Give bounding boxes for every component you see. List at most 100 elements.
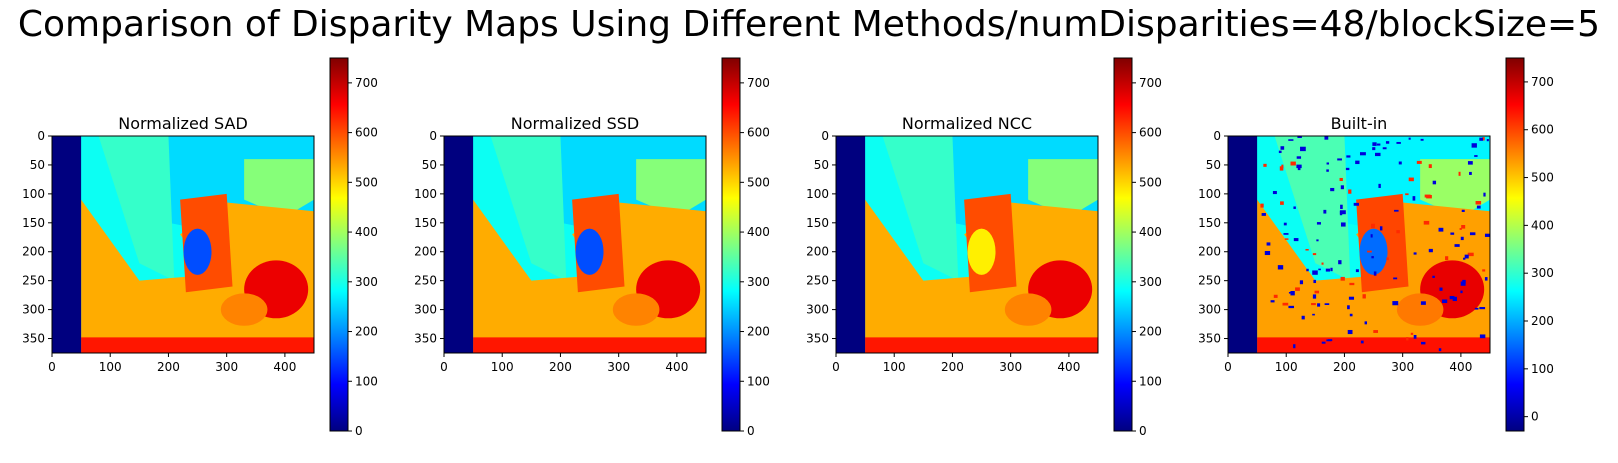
- y-tick-label: 350: [22, 332, 45, 346]
- y-tick-label: 250: [414, 274, 437, 288]
- colorbar-tick-label: 500: [355, 175, 378, 189]
- axes-frame: [1227, 135, 1491, 354]
- y-tick-label: 150: [22, 216, 45, 230]
- x-tick-label: 400: [665, 360, 688, 374]
- x-tick-label: 400: [1449, 360, 1472, 374]
- y-tick-label: 0: [1213, 129, 1221, 143]
- y-tick-label: 200: [22, 245, 45, 259]
- colorbar-tick-label: 200: [1531, 314, 1554, 328]
- colorbar-tick-label: 300: [1139, 275, 1162, 289]
- subplot-3: Normalized NCC 0 100 200 300 400 0 50 100 150 200 2…: [806, 57, 1162, 438]
- colorbar-tick-label: 600: [355, 126, 378, 140]
- colorbar-tick-label: 600: [747, 126, 770, 140]
- colorbar-tick-label: 100: [747, 374, 770, 388]
- figure-title: Comparison of Disparity Maps Using Diffe…: [17, 4, 1601, 45]
- y-tick-label: 0: [821, 129, 829, 143]
- axes-frame: [443, 135, 707, 354]
- y-tick-label: 350: [806, 332, 829, 346]
- x-tick-label: 300: [999, 360, 1022, 374]
- colorbar-tick-label: 200: [1139, 325, 1162, 339]
- x-tick-label: 100: [883, 360, 906, 374]
- y-tick-label: 200: [806, 245, 829, 259]
- colorbar-tick-label: 700: [355, 76, 378, 90]
- disparity-map-image: [444, 136, 706, 353]
- subplot-title: Normalized SAD: [118, 114, 248, 133]
- colorbar-tick-label: 500: [1139, 175, 1162, 189]
- x-tick-label: 400: [1057, 360, 1080, 374]
- colorbar-tick-label: 700: [1531, 75, 1554, 89]
- x-tick-label: 0: [440, 360, 448, 374]
- colorbar-tick-label: 100: [355, 374, 378, 388]
- colorbar-tick-label: 200: [747, 325, 770, 339]
- y-tick-label: 100: [414, 187, 437, 201]
- colorbar-tick-label: 300: [1531, 266, 1554, 280]
- colorbar-tick-label: 0: [355, 424, 363, 438]
- y-tick-label: 50: [1206, 158, 1221, 172]
- y-tick-label: 50: [814, 158, 829, 172]
- disparity-map-image: [836, 136, 1098, 353]
- x-tick-label: 300: [607, 360, 630, 374]
- y-tick-label: 250: [1198, 274, 1221, 288]
- colorbar-tick-label: 700: [1139, 76, 1162, 90]
- x-tick-label: 200: [549, 360, 572, 374]
- colorbar-tick-label: 0: [747, 424, 755, 438]
- y-tick-label: 150: [1198, 216, 1221, 230]
- x-tick-label: 0: [832, 360, 840, 374]
- x-tick-label: 0: [1224, 360, 1232, 374]
- colorbar: [1113, 57, 1133, 432]
- x-tick-label: 200: [941, 360, 964, 374]
- colorbar-tick-label: 400: [747, 225, 770, 239]
- colorbar-tick-label: 0: [1139, 424, 1147, 438]
- y-tick-label: 150: [414, 216, 437, 230]
- y-tick-label: 300: [806, 303, 829, 317]
- colorbar-tick-label: 200: [355, 325, 378, 339]
- colorbar-tick-label: 700: [747, 76, 770, 90]
- x-tick-label: 300: [1391, 360, 1414, 374]
- colorbar-tick-label: 100: [1531, 362, 1554, 376]
- y-tick-label: 50: [30, 158, 45, 172]
- y-tick-label: 250: [806, 274, 829, 288]
- colorbar: [1505, 57, 1525, 432]
- x-tick-label: 200: [1333, 360, 1356, 374]
- colorbar-tick-label: 400: [355, 225, 378, 239]
- x-tick-label: 400: [273, 360, 296, 374]
- y-tick-label: 200: [414, 245, 437, 259]
- axes-frame: [835, 135, 1099, 354]
- x-tick-label: 100: [99, 360, 122, 374]
- y-tick-label: 200: [1198, 245, 1221, 259]
- x-tick-label: 0: [48, 360, 56, 374]
- subplot-4: Built-in 0 100 200 300 400 0 50 100 150 200 250 300 3…: [1198, 57, 1554, 432]
- subplot-1: Normalized SAD 0 100 200 300 400 0 50 100 150 200 2…: [22, 57, 378, 438]
- colorbar-tick-label: 500: [747, 175, 770, 189]
- y-tick-label: 100: [806, 187, 829, 201]
- x-tick-label: 100: [1275, 360, 1298, 374]
- x-tick-label: 100: [491, 360, 514, 374]
- subplot-title: Normalized SSD: [511, 114, 639, 133]
- subplot-title: Built-in: [1331, 114, 1388, 133]
- y-tick-label: 350: [414, 332, 437, 346]
- y-tick-label: 300: [414, 303, 437, 317]
- colorbar-tick-label: 500: [1531, 171, 1554, 185]
- y-tick-label: 0: [37, 129, 45, 143]
- colorbar-tick-label: 600: [1531, 123, 1554, 137]
- colorbar-tick-label: 300: [747, 275, 770, 289]
- colorbar: [721, 57, 741, 432]
- y-tick-label: 100: [1198, 187, 1221, 201]
- colorbar-tick-label: 400: [1531, 218, 1554, 232]
- disparity-map-image: [52, 136, 314, 353]
- colorbar-tick-label: 300: [355, 275, 378, 289]
- subplot-2: Normalized SSD 0 100 200 300 400 0 50 100 150 200 2…: [414, 57, 770, 438]
- axes-frame: [51, 135, 315, 354]
- colorbar-tick-label: 600: [1139, 126, 1162, 140]
- y-tick-label: 300: [1198, 303, 1221, 317]
- y-tick-label: 50: [422, 158, 437, 172]
- subplot-title: Normalized NCC: [902, 114, 1032, 133]
- x-tick-label: 200: [157, 360, 180, 374]
- y-tick-label: 300: [22, 303, 45, 317]
- colorbar-tick-label: 400: [1139, 225, 1162, 239]
- disparity-map-image: [1228, 136, 1490, 353]
- colorbar-tick-label: 0: [1531, 410, 1539, 424]
- x-tick-label: 300: [215, 360, 238, 374]
- y-tick-label: 0: [429, 129, 437, 143]
